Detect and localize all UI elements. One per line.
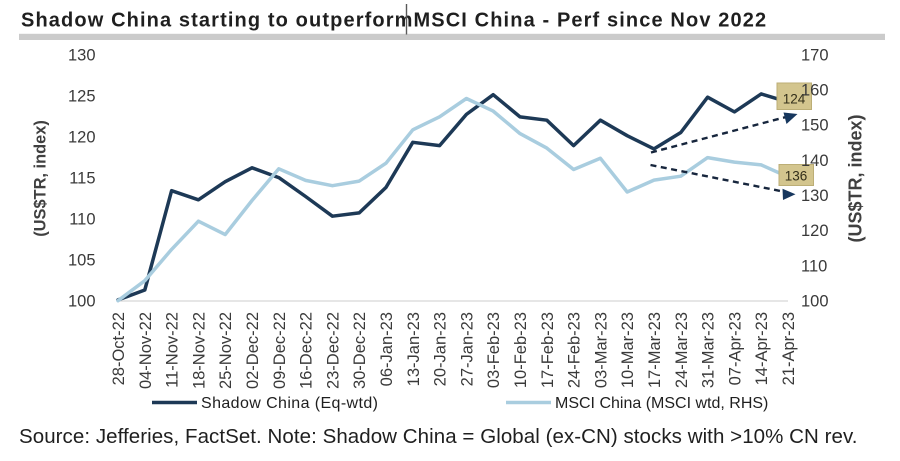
svg-text:120: 120 xyxy=(68,129,96,147)
svg-text:07-Apr-23: 07-Apr-23 xyxy=(726,312,744,385)
svg-text:03-Feb-23: 03-Feb-23 xyxy=(485,312,503,388)
svg-text:21-Apr-23: 21-Apr-23 xyxy=(780,312,798,385)
svg-text:02-Dec-22: 02-Dec-22 xyxy=(244,312,262,389)
svg-text:16-Dec-22: 16-Dec-22 xyxy=(298,312,316,389)
svg-text:160: 160 xyxy=(801,82,829,100)
svg-text:17-Feb-23: 17-Feb-23 xyxy=(539,312,557,388)
svg-text:11-Nov-22: 11-Nov-22 xyxy=(164,312,182,388)
svg-text:24-Feb-23: 24-Feb-23 xyxy=(566,312,584,388)
svg-text:110: 110 xyxy=(69,211,95,229)
svg-text:03-Mar-23: 03-Mar-23 xyxy=(592,312,610,388)
svg-text:23-Dec-22: 23-Dec-22 xyxy=(324,312,342,389)
svg-text:124: 124 xyxy=(783,92,806,107)
svg-text:136: 136 xyxy=(785,169,808,184)
svg-text:14-Apr-23: 14-Apr-23 xyxy=(753,312,771,385)
svg-text:24-Mar-23: 24-Mar-23 xyxy=(673,312,691,388)
svg-text:(US$TR, index): (US$TR, index) xyxy=(32,120,50,237)
svg-text:25-Nov-22: 25-Nov-22 xyxy=(217,312,235,389)
svg-text:140: 140 xyxy=(801,152,829,170)
svg-text:18-Nov-22: 18-Nov-22 xyxy=(190,312,208,389)
svg-text:30-Dec-22: 30-Dec-22 xyxy=(351,312,369,389)
svg-text:105: 105 xyxy=(68,252,96,270)
svg-text:130: 130 xyxy=(68,46,96,64)
svg-text:130: 130 xyxy=(801,187,829,205)
svg-text:MSCI China - Perf since Nov 20: MSCI China - Perf since Nov 2022 xyxy=(414,10,768,32)
svg-text:110: 110 xyxy=(801,257,827,275)
svg-text:28-Oct-22: 28-Oct-22 xyxy=(110,312,128,385)
svg-text:04-Nov-22: 04-Nov-22 xyxy=(137,312,155,389)
svg-text:115: 115 xyxy=(69,170,95,188)
svg-text:06-Jan-23: 06-Jan-23 xyxy=(378,312,396,386)
svg-text:170: 170 xyxy=(801,46,829,64)
svg-text:(US$TR, index): (US$TR, index) xyxy=(846,114,866,242)
svg-text:125: 125 xyxy=(68,87,96,105)
svg-text:100: 100 xyxy=(68,293,96,311)
svg-text:MSCI China (MSCI wtd, RHS): MSCI China (MSCI wtd, RHS) xyxy=(555,395,768,412)
svg-text:27-Jan-23: 27-Jan-23 xyxy=(458,312,476,386)
svg-text:17-Mar-23: 17-Mar-23 xyxy=(646,312,664,388)
svg-text:Source: Jefferies, FactSet. No: Source: Jefferies, FactSet. Note: Shadow… xyxy=(19,425,858,448)
svg-text:Shadow China (Eq-wtd): Shadow China (Eq-wtd) xyxy=(201,395,378,412)
svg-text:09-Dec-22: 09-Dec-22 xyxy=(271,312,289,389)
svg-text:13-Jan-23: 13-Jan-23 xyxy=(405,312,423,386)
svg-text:150: 150 xyxy=(801,117,829,135)
svg-text:10-Feb-23: 10-Feb-23 xyxy=(512,312,530,388)
svg-text:10-Mar-23: 10-Mar-23 xyxy=(619,312,637,388)
svg-text:31-Mar-23: 31-Mar-23 xyxy=(700,312,718,388)
svg-text:20-Jan-23: 20-Jan-23 xyxy=(432,312,450,386)
svg-text:Shadow China starting to outpe: Shadow China starting to outperform xyxy=(21,10,414,32)
svg-text:120: 120 xyxy=(801,222,829,240)
svg-text:100: 100 xyxy=(801,293,829,311)
